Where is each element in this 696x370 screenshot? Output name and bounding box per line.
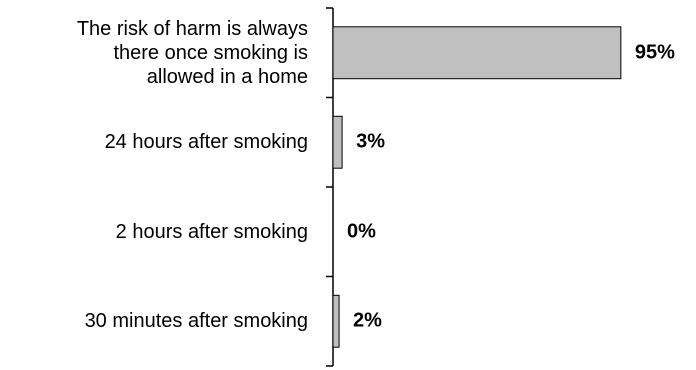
bar	[332, 294, 340, 348]
category-label: The risk of harm is always there once sm…	[76, 17, 308, 88]
category-label: 2 hours after smoking	[115, 220, 308, 243]
category-label: 30 minutes after smoking	[84, 310, 308, 333]
category-label: 24 hours after smoking	[104, 131, 308, 154]
value-label: 3%	[356, 130, 385, 153]
value-label: 0%	[347, 220, 376, 243]
value-label: 95%	[634, 41, 675, 64]
bar	[332, 26, 622, 80]
bar	[332, 115, 343, 169]
value-label: 2%	[353, 309, 382, 332]
